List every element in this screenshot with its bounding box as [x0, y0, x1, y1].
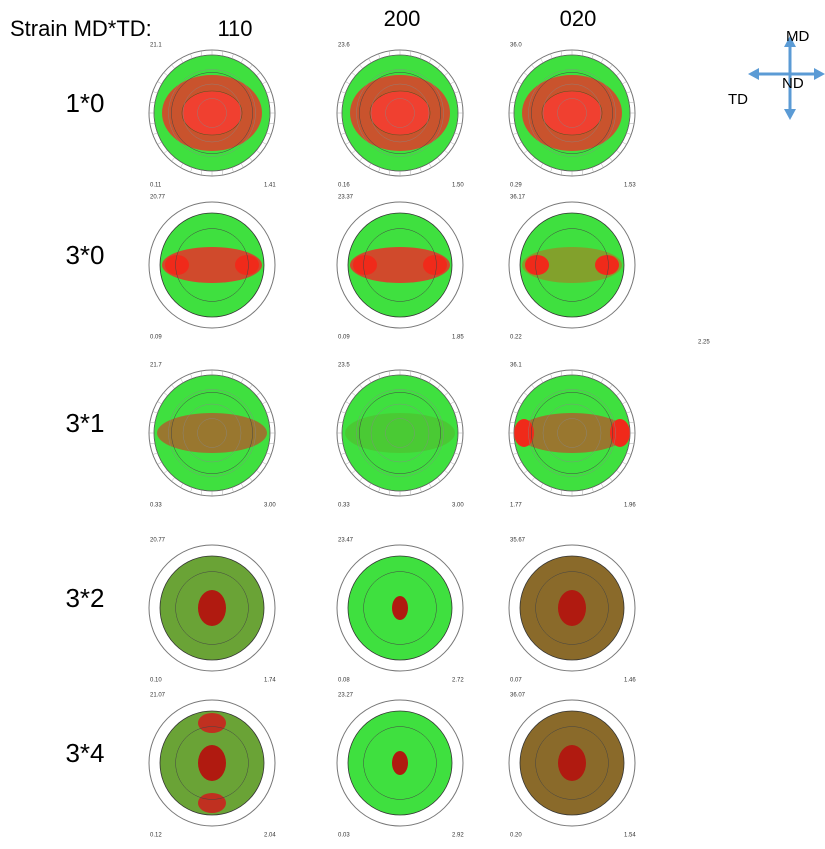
compass-label: TD [728, 91, 748, 108]
min-label: 0.11 [150, 183, 162, 189]
texture [165, 255, 189, 275]
range-label: 3.00 [452, 503, 464, 509]
pole-figure [337, 700, 463, 826]
extra-label: 2.25 [698, 340, 710, 346]
row-label: 1*0 [65, 88, 104, 118]
texture [235, 255, 259, 275]
texture [423, 255, 447, 275]
max-label: 35.67 [510, 538, 526, 544]
min-label: 0.20 [510, 833, 522, 839]
texture [198, 590, 226, 626]
pole-figure [509, 700, 635, 826]
pole-figure [337, 370, 463, 496]
min-label: 0.09 [338, 335, 350, 341]
max-label: 20.77 [150, 195, 166, 201]
max-label: 23.47 [338, 538, 354, 544]
max-label: 23.37 [338, 195, 354, 201]
range-label: 1.85 [452, 335, 464, 341]
texture [345, 413, 455, 453]
range-label: 1.53 [624, 183, 636, 189]
min-label: 0.29 [510, 183, 522, 189]
figure: Strain MD*TD: 110 200 020 MD ND TD 1*0 21… [0, 0, 825, 844]
texture [157, 413, 267, 453]
column-label: 020 [560, 6, 597, 31]
texture [610, 419, 630, 447]
compass-label: ND [782, 75, 804, 92]
min-label: 0.08 [338, 678, 350, 684]
texture [353, 255, 377, 275]
max-label: 36.1 [510, 363, 522, 369]
min-label: 0.03 [338, 833, 350, 839]
row-label: 3*2 [65, 583, 104, 613]
texture [525, 255, 549, 275]
arrowhead [748, 68, 759, 80]
min-label: 0.22 [510, 335, 522, 341]
min-label: 0.10 [150, 678, 162, 684]
texture [370, 91, 430, 135]
range-label: 1.46 [624, 678, 636, 684]
range-label: 3.00 [264, 503, 276, 509]
texture [198, 713, 226, 733]
max-label: 21.07 [150, 693, 166, 699]
pole-figure [509, 202, 635, 328]
compass-label: MD [786, 28, 809, 45]
range-label: 2.04 [264, 833, 276, 839]
column-label: 110 [217, 16, 252, 41]
range-label: 1.41 [264, 183, 276, 189]
max-label: 23.5 [338, 363, 350, 369]
max-label: 21.7 [150, 363, 162, 369]
min-label: 0.12 [150, 833, 162, 839]
max-label: 20.77 [150, 538, 166, 544]
texture [182, 91, 242, 135]
pole-figure [149, 50, 275, 176]
max-label: 23.6 [338, 43, 350, 49]
arrowhead [814, 68, 825, 80]
max-label: 23.27 [338, 693, 354, 699]
texture [514, 419, 534, 447]
texture [198, 745, 226, 781]
pole-figure [337, 545, 463, 671]
texture [542, 91, 602, 135]
max-label: 36.07 [510, 693, 526, 699]
pole-figure [149, 370, 275, 496]
pole-figure [149, 202, 275, 328]
min-label: 0.33 [150, 503, 162, 509]
column-label: 200 [384, 6, 421, 31]
texture [595, 255, 619, 275]
range-label: 1.74 [264, 678, 276, 684]
pole-figure [337, 50, 463, 176]
header-label: Strain MD*TD: [10, 16, 152, 41]
min-label: 0.09 [150, 335, 162, 341]
texture [392, 596, 408, 620]
range-label: 2.92 [452, 833, 464, 839]
pole-figure [337, 202, 463, 328]
range-label: 2.72 [452, 678, 464, 684]
pole-figure [509, 545, 635, 671]
texture [198, 793, 226, 813]
min-label: 1.77 [510, 503, 522, 509]
max-label: 36.17 [510, 195, 526, 201]
row-label: 3*4 [65, 738, 104, 768]
min-label: 0.33 [338, 503, 350, 509]
max-label: 36.0 [510, 43, 522, 49]
max-label: 21.1 [150, 43, 162, 49]
texture [392, 751, 408, 775]
pole-figure [149, 545, 275, 671]
min-label: 0.07 [510, 678, 522, 684]
row-label: 3*1 [65, 408, 104, 438]
row-label: 3*0 [65, 240, 104, 270]
range-label: 1.96 [624, 503, 636, 509]
range-label: 1.50 [452, 183, 464, 189]
min-label: 0.16 [338, 183, 350, 189]
texture [558, 590, 586, 626]
pole-figure [509, 370, 635, 496]
range-label: 1.54 [624, 833, 636, 839]
arrowhead [784, 109, 796, 120]
pole-figure [149, 700, 275, 826]
texture [558, 745, 586, 781]
pole-figure [509, 50, 635, 176]
